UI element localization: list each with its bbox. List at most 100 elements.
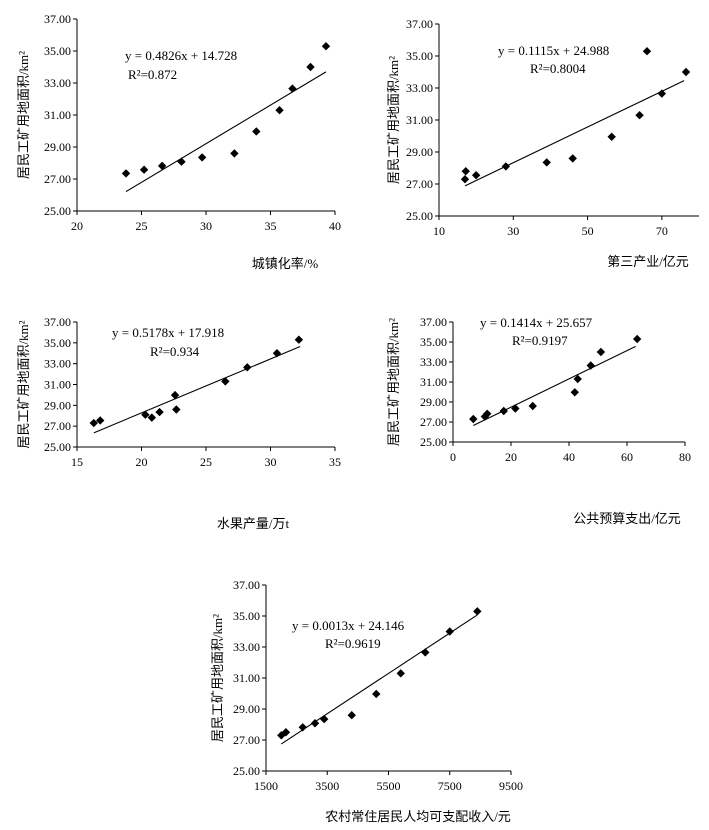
x-tick-label: 30 [265,455,277,469]
data-point [461,167,470,176]
x-tick-label: 20 [136,455,148,469]
x-axis-label: 公共预算支出/亿元 [573,511,681,526]
x-tick-label: 10 [433,224,445,238]
y-tick-label: 33.00 [406,81,433,95]
r-squared-label: R²=0.9619 [325,636,381,651]
x-tick-label: 20 [505,450,517,464]
data-point [252,127,261,136]
y-tick-label: 29.00 [233,702,260,716]
y-axis-label: 居民工矿用地面积/km² [386,318,401,446]
x-tick-label: 15 [71,455,83,469]
x-axis-label: 第三产业/亿元 [607,254,689,269]
data-point [596,347,606,357]
data-point [607,132,616,141]
x-tick-label: 80 [679,450,691,464]
data-point [657,89,667,98]
y-tick-label: 27.00 [406,177,433,191]
y-tick-label: 33.00 [44,76,71,90]
y-tick-label: 33.00 [44,357,71,371]
r-squared-label: R²=0.934 [150,344,200,359]
y-tick-label: 33.00 [233,640,260,654]
r-squared-label: R²=0.8004 [530,61,586,76]
trend-line [464,80,685,187]
r-squared-label: R²=0.872 [128,67,177,82]
x-tick-label: 60 [621,450,633,464]
y-tick-label: 31.00 [44,378,71,392]
y-tick-label: 37.00 [44,12,71,26]
data-point [272,349,282,358]
data-point [347,711,356,720]
x-tick-label: 5500 [377,779,401,793]
y-tick-label: 37.00 [406,17,433,31]
data-point [139,165,149,174]
x-tick-label: 50 [582,224,594,238]
y-tick-label: 27.00 [44,172,71,186]
chart-panel-3: 25.00 27.00 29.00 31.00 33.00 35.00 37.00 15 20 2… [16,315,341,531]
r-squared-label: R²=0.9197 [512,333,568,348]
y-tick-label: 25.00 [406,209,433,223]
y-tick-label: 29.00 [44,398,71,412]
y-tick-label: 29.00 [406,145,433,159]
x-tick-label: 25 [200,455,212,469]
data-point [396,669,405,678]
y-tick-label: 31.00 [406,113,433,127]
data-point [230,149,239,158]
y-tick-label: 35.00 [406,49,433,63]
data-point [321,42,331,51]
y-tick-label: 31.00 [44,108,71,122]
data-point [632,334,642,344]
data-point [573,374,582,384]
data-point [155,407,164,417]
x-tick-label: 40 [329,219,341,233]
data-point [147,413,157,422]
y-tick-label: 33.00 [420,355,447,369]
y-axis-label: 居民工矿用地面积/km² [386,56,401,184]
y-tick-label: 35.00 [44,44,71,58]
y-tick-label: 25.00 [44,204,71,218]
data-point [568,154,577,163]
x-tick-label: 0 [450,450,456,464]
y-tick-label: 27.00 [420,415,447,429]
data-point [471,171,481,180]
regression-equation: y = 0.0013x + 24.146 [292,618,405,633]
data-point [499,406,508,416]
data-point [288,84,297,93]
chart-panel-5: 25.00 27.00 29.00 31.00 33.00 35.00 37.00 1500 3… [210,578,523,824]
x-tick-label: 35 [265,219,277,233]
y-tick-label: 31.00 [420,375,447,389]
data-point [221,377,230,386]
data-point [483,409,492,418]
regression-equation: y = 0.5178x + 17.918 [112,325,224,340]
data-point [372,689,381,699]
x-tick-label: 70 [656,224,668,238]
y-tick-label: 25.00 [44,440,71,454]
x-axis-label: 水果产量/万t [217,516,290,531]
data-point [96,416,105,425]
y-tick-label: 25.00 [420,435,447,449]
x-tick-label: 35 [329,455,341,469]
data-point [310,719,320,728]
y-axis-label: 居民工矿用地面积/km² [210,614,225,742]
data-point [542,158,551,167]
y-tick-label: 27.00 [233,733,260,747]
x-axis-label: 城镇化率/% [252,256,319,271]
x-tick-label: 20 [71,219,83,233]
data-point [243,363,252,372]
data-point [642,47,652,56]
data-point [275,106,284,115]
data-point [319,714,329,724]
y-tick-label: 35.00 [420,335,447,349]
data-point [473,607,482,616]
data-point [170,390,180,400]
y-tick-label: 37.00 [420,315,447,329]
y-tick-label: 27.00 [44,419,71,433]
data-point [121,169,131,178]
data-point [460,175,470,184]
chart-panel-4: 25.00 27.00 29.00 31.00 33.00 35.00 37.00 0 20 40… [386,315,691,526]
data-point [298,723,307,732]
x-tick-label: 3500 [315,779,339,793]
x-axis-label: 农村常住居民人均可支配收入/元 [325,809,511,824]
y-tick-label: 37.00 [44,315,71,329]
data-point [281,728,291,737]
